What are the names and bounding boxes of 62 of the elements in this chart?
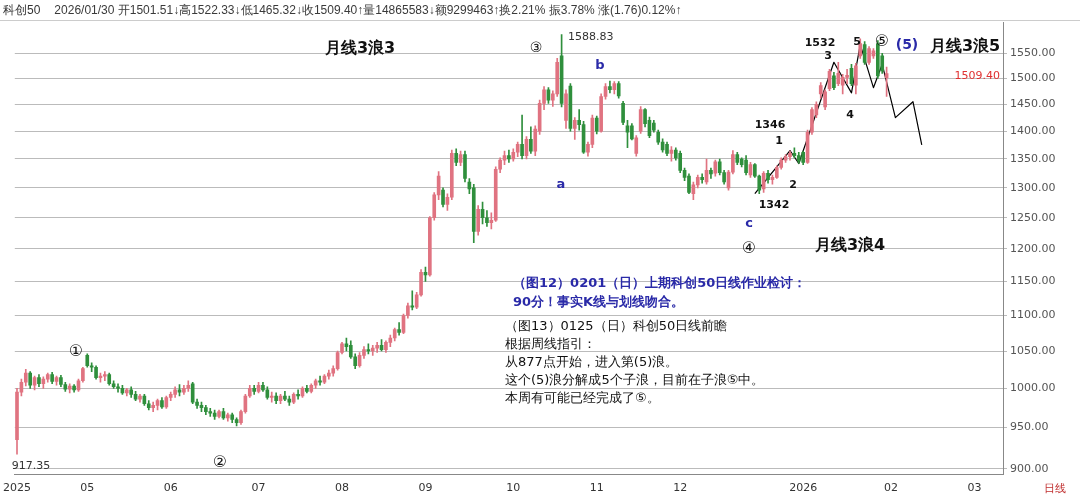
annotation: a: [556, 176, 566, 192]
annotation: (5): [895, 35, 919, 52]
x-tick-label: 09: [418, 481, 433, 495]
chart-title: 科创50: [3, 3, 41, 17]
y-tick-label: 1050.00: [1010, 343, 1056, 357]
y-tick-label: 1550.00: [1010, 46, 1056, 60]
x-tick-label: 06: [163, 481, 178, 495]
annotation: ⑤: [874, 31, 890, 51]
x-tick-label: 12: [673, 481, 688, 495]
annotation: 1342: [758, 197, 790, 211]
candlestick: [397, 322, 401, 336]
annotation: 1509.40: [954, 68, 1000, 82]
annotation: 月线3浪3: [323, 38, 396, 58]
annotation: 月线3浪5: [928, 36, 1001, 56]
annotation: 1346: [754, 117, 786, 131]
y-tick-label: 1000.00: [1010, 381, 1056, 395]
x-tick-label: 11: [589, 481, 604, 495]
x-tick-label: 05: [80, 481, 95, 495]
x-tick-label: 02: [884, 481, 898, 495]
y-tick-label: 1250.00: [1010, 210, 1056, 224]
annotation: 这个(5)浪分解成5个子浪，目前在子浪⑤中。: [505, 372, 765, 388]
annotation: （图13）0125（日）科创50日线前瞻: [505, 318, 728, 334]
text: 日线: [1044, 481, 1066, 495]
annotation: ③: [529, 38, 543, 55]
annotation: 1532: [804, 35, 836, 49]
x-tick-label: 08: [335, 481, 350, 495]
annotation: ④: [741, 238, 757, 258]
annotation: 月线3浪4: [813, 235, 886, 255]
annotation: 本周有可能已经完成了⑤。: [505, 390, 660, 406]
x-tick-label: 2025: [3, 481, 31, 495]
y-tick-label: 1500.00: [1010, 71, 1056, 85]
chart-subtitle: 2026/01/30 开1501.51↓高1522.33↓低1465.32↓收1509.40↑量14865583↓额9299463↑换2.21% 振3.78% 涨(1.76)0.12%↑: [54, 3, 682, 17]
x-tick-label: 2026: [789, 481, 818, 495]
candlestick: [269, 391, 274, 403]
annotation: 2: [789, 177, 797, 191]
y-tick-label: 1400.00: [1010, 124, 1056, 138]
annotation: （图12）0201（日）上期科创50日线作业检讨：: [513, 275, 807, 291]
y-tick-label: 900.00: [1010, 461, 1049, 475]
y-tick-label: 1350.00: [1010, 151, 1056, 165]
x-tick-label: 10: [506, 481, 521, 495]
y-tick-label: 1300.00: [1010, 180, 1056, 194]
y-tick-label: 1150.00: [1010, 274, 1056, 288]
annotation: 从877点开始，进入第(5)浪。: [505, 354, 679, 370]
annotation: 1: [775, 133, 783, 147]
annotation: c: [745, 215, 753, 231]
y-tick-label: 1200.00: [1010, 241, 1056, 255]
y-tick-label: 950.00: [1010, 420, 1049, 434]
annotation: 917.35: [11, 458, 51, 472]
annotation: 5: [853, 34, 861, 48]
y-tick-label: 1450.00: [1010, 97, 1056, 111]
annotation: 根据周线指引：: [505, 336, 596, 352]
annotation: 4: [846, 107, 855, 121]
annotation: 1588.83: [568, 29, 614, 43]
annotation: ②: [212, 452, 228, 472]
annotation: 3: [824, 48, 832, 62]
annotation: ①: [68, 341, 84, 361]
candlestick: [410, 290, 415, 311]
annotation: 90分！事实K线与划线吻合。: [513, 294, 685, 310]
x-tick-label: 07: [251, 481, 266, 495]
annotation: b: [595, 57, 605, 73]
y-tick-label: 1100.00: [1010, 308, 1056, 322]
x-tick-label: 03: [967, 481, 982, 495]
